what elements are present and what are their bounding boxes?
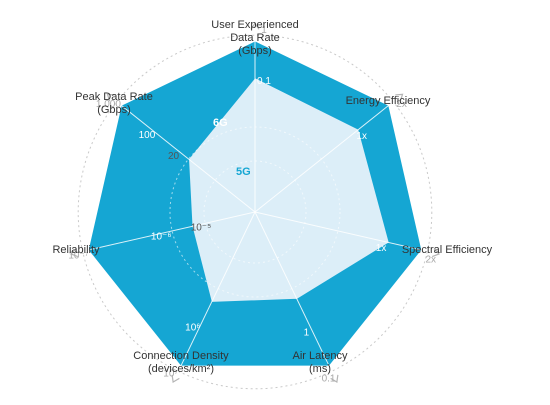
axis-label-line: Connection Density <box>133 350 229 362</box>
axis-arrow-2 <box>432 248 441 258</box>
axis-label-line: User Experienced <box>211 19 298 31</box>
axis-spoke-1 <box>254 97 399 213</box>
series-label-6g: 6G <box>213 117 228 129</box>
axis-arrow-5 <box>69 248 78 258</box>
axis-label-line: Reliability <box>52 244 100 256</box>
axis-arrow-0 <box>250 22 260 30</box>
tick-label: 10⁻⁵ <box>191 222 212 233</box>
axis-label-line: Spectral Efficiency <box>402 244 493 256</box>
tick-label: 10⁻⁶ <box>151 231 172 242</box>
grid-circle-outer <box>77 34 433 390</box>
axis-label-line: (Gbps) <box>238 45 272 57</box>
axis-label-line: Peak Data Rate <box>75 91 153 103</box>
axis-label-line: (Gbps) <box>97 104 131 116</box>
axis-label-2: Spectral Efficiency <box>402 244 493 256</box>
tick-label: 100 <box>139 130 156 141</box>
tick-label: 2x <box>396 99 407 110</box>
tick-label: 1 <box>304 328 310 339</box>
tick-label: 10⁷ <box>163 368 178 379</box>
axis-arrow-3 <box>330 374 339 383</box>
tick-label: 20 <box>168 151 180 162</box>
axis-label-1: Energy Efficiency <box>346 95 431 107</box>
tick-label: 0.1 <box>322 373 336 384</box>
axis-label-line: Data Rate <box>230 32 280 44</box>
axis-spoke-2 <box>254 211 435 254</box>
axis-spoke-3 <box>254 211 336 378</box>
tick-label: 0.1 <box>257 76 271 87</box>
series-label-5g: 5G <box>236 166 251 178</box>
axis-label-6: Peak Data Rate (Gbps) <box>75 91 153 116</box>
tick-label: 1x <box>356 131 367 142</box>
axis-label-4: Connection Density (devices/km²) <box>133 350 229 375</box>
axis-arrow-6 <box>106 93 115 102</box>
axis-arrow-4 <box>171 374 180 383</box>
axis-label-line: Energy Efficiency <box>346 95 431 107</box>
tick-label: 1x <box>376 243 387 254</box>
axis-label-0: User Experienced Data Rate (Gbps) <box>211 19 298 57</box>
grid-circle-inner-overlay <box>203 160 307 264</box>
tick-label: 2x <box>426 254 437 265</box>
tick-label: 1 <box>261 25 267 36</box>
tick-label: 10⁶ <box>185 322 200 333</box>
axis-spoke-4 <box>174 211 256 378</box>
axis-label-5: Reliability <box>52 244 100 256</box>
axis-spoke-6 <box>111 97 256 213</box>
axis-arrow-1 <box>395 93 404 102</box>
axis-label-3: Air Latency (ms) <box>292 350 348 375</box>
axis-label-line: (ms) <box>309 363 331 375</box>
axis-label-line: (devices/km²) <box>148 363 214 375</box>
axis-label-line: Air Latency <box>292 350 348 362</box>
tick-label: 10⁻⁷ <box>68 250 88 261</box>
axis-spoke-5 <box>75 211 256 254</box>
tick-label: 1,000 <box>96 99 121 110</box>
grid-circle-mid-overlay <box>169 126 341 298</box>
